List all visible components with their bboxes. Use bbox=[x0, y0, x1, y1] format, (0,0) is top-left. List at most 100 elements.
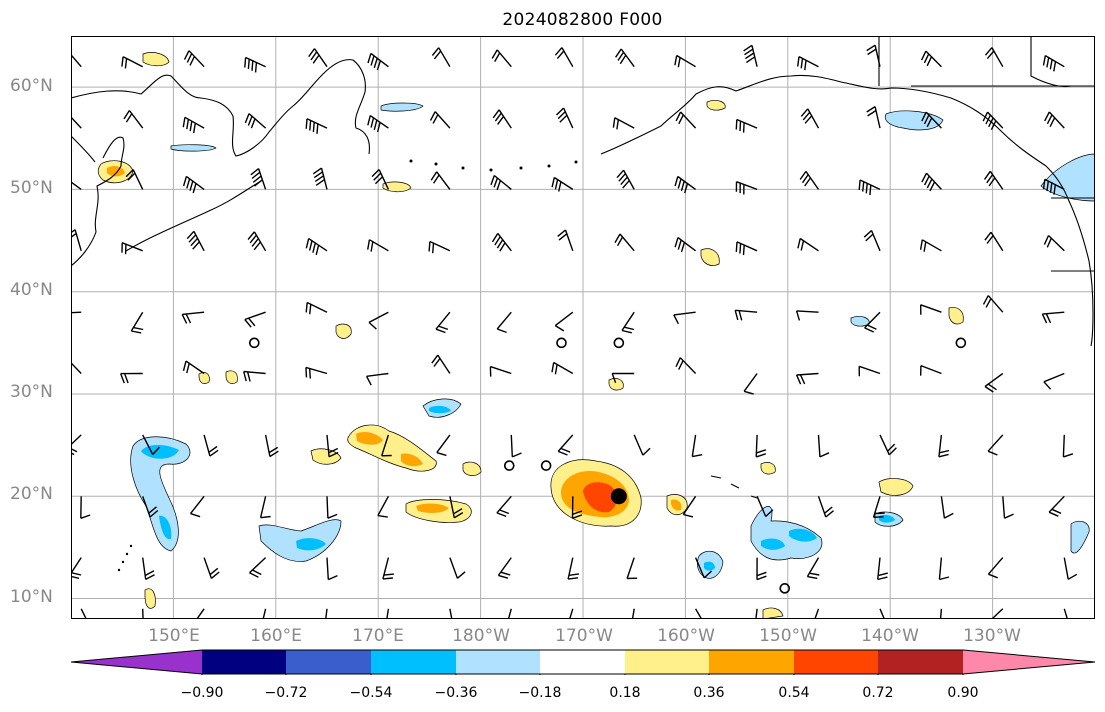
wind-barb bbox=[614, 233, 635, 252]
wind-barb bbox=[305, 118, 328, 134]
wind-barb bbox=[491, 232, 512, 252]
wind-barb bbox=[431, 47, 451, 68]
wind-barb bbox=[496, 495, 512, 518]
wind-barb bbox=[203, 434, 219, 457]
wind-barb bbox=[428, 240, 451, 254]
wind-barb bbox=[182, 360, 205, 375]
wind-barb bbox=[435, 311, 451, 334]
lon-label-160e: 160°E bbox=[250, 626, 302, 646]
wind-barb bbox=[305, 238, 328, 256]
wind-barb bbox=[262, 608, 267, 619]
wind-barb bbox=[743, 373, 758, 395]
wind-barb bbox=[189, 495, 205, 518]
wind-barb bbox=[735, 118, 758, 133]
wind-barb bbox=[877, 557, 888, 581]
wind-barb bbox=[567, 557, 579, 580]
wind-barb bbox=[734, 309, 758, 321]
map-title: 2024082800 F000 bbox=[502, 10, 663, 30]
wind-barb bbox=[675, 357, 697, 374]
wind-barb bbox=[691, 434, 703, 458]
wind-barb bbox=[326, 496, 338, 519]
wind-barb bbox=[1002, 496, 1014, 519]
wind-barb bbox=[367, 52, 389, 71]
wind-barb bbox=[142, 557, 155, 581]
wind-barb bbox=[621, 311, 635, 334]
wind-barb bbox=[182, 175, 205, 194]
wind-barb bbox=[497, 557, 512, 579]
lon-label-160w: 160°W bbox=[657, 626, 715, 646]
wind-barb bbox=[186, 230, 205, 252]
colorbar-segment bbox=[202, 650, 286, 674]
wind-barb bbox=[71, 181, 82, 190]
colorbar-tick: 0.18 bbox=[609, 685, 641, 701]
wind-barb bbox=[510, 434, 522, 458]
wind-barb bbox=[305, 301, 328, 315]
wind-barb bbox=[879, 434, 897, 456]
wind-barb bbox=[817, 434, 830, 458]
colorbar-tick: −0.72 bbox=[264, 685, 308, 701]
wind-barb bbox=[125, 169, 144, 190]
wind-barb bbox=[196, 608, 205, 619]
wind-barb bbox=[1043, 372, 1065, 390]
wind-barb bbox=[367, 239, 389, 252]
wind-barb bbox=[489, 365, 512, 377]
wind-barb bbox=[756, 496, 774, 518]
wind-barb bbox=[611, 372, 635, 384]
calm-markers bbox=[248, 337, 967, 594]
lat-label-10n: 10°N bbox=[10, 587, 53, 607]
wind-barb bbox=[308, 48, 328, 68]
wind-barb bbox=[142, 496, 159, 518]
wind-barb bbox=[259, 496, 271, 519]
wind-barb bbox=[1044, 111, 1065, 129]
lon-label-130w: 130°W bbox=[963, 626, 1021, 646]
wind-barb bbox=[568, 608, 574, 619]
wind-barb bbox=[365, 372, 389, 386]
calm-wind-marker bbox=[540, 460, 552, 471]
wind-barb bbox=[1048, 495, 1065, 517]
wind-barb bbox=[984, 231, 1004, 252]
wind-barb bbox=[674, 175, 697, 194]
wind-barb bbox=[121, 56, 144, 69]
wind-barb bbox=[797, 55, 819, 71]
wind-barb bbox=[814, 608, 820, 619]
wind-barb bbox=[430, 171, 451, 190]
colorbar-segment bbox=[625, 650, 709, 674]
wind-barb bbox=[755, 608, 758, 619]
wind-barb bbox=[1042, 178, 1065, 195]
wind-barb bbox=[1042, 54, 1065, 72]
colorbar-segment bbox=[540, 650, 625, 674]
wind-barb bbox=[864, 311, 881, 333]
wind-barb bbox=[984, 372, 1004, 393]
wind-barb bbox=[920, 50, 942, 68]
wind-barb bbox=[633, 434, 651, 456]
wind-barb bbox=[797, 237, 819, 252]
wind-barb bbox=[682, 495, 697, 518]
wind-barb bbox=[326, 557, 338, 581]
wind-barb bbox=[371, 169, 390, 190]
wind-barb bbox=[795, 372, 819, 385]
wind-barb bbox=[244, 311, 266, 328]
map-frame bbox=[71, 36, 1095, 619]
wind-barb bbox=[449, 608, 453, 619]
colorbar-segments bbox=[71, 649, 1095, 675]
colorbar-tick: 0.54 bbox=[778, 685, 810, 701]
wind-barb bbox=[987, 557, 1004, 579]
wind-barb bbox=[858, 365, 881, 377]
wind-barb bbox=[368, 311, 389, 330]
wind-barb bbox=[615, 48, 635, 68]
wind-barb bbox=[799, 170, 820, 190]
wind-barb bbox=[940, 496, 954, 519]
wind-barb bbox=[142, 434, 161, 455]
wind-barb bbox=[743, 44, 758, 67]
wind-barb bbox=[491, 49, 512, 68]
wind-barb bbox=[264, 434, 279, 458]
wind-barb bbox=[1063, 557, 1078, 580]
wind-barb bbox=[120, 372, 143, 384]
wind-barb bbox=[675, 111, 697, 129]
wind-barb bbox=[121, 242, 143, 255]
wind-barb bbox=[806, 557, 820, 580]
wind-barb bbox=[735, 181, 758, 195]
wind-barb bbox=[247, 231, 267, 252]
wind-barb bbox=[382, 557, 394, 580]
colorbar-tick: −0.54 bbox=[349, 685, 393, 701]
